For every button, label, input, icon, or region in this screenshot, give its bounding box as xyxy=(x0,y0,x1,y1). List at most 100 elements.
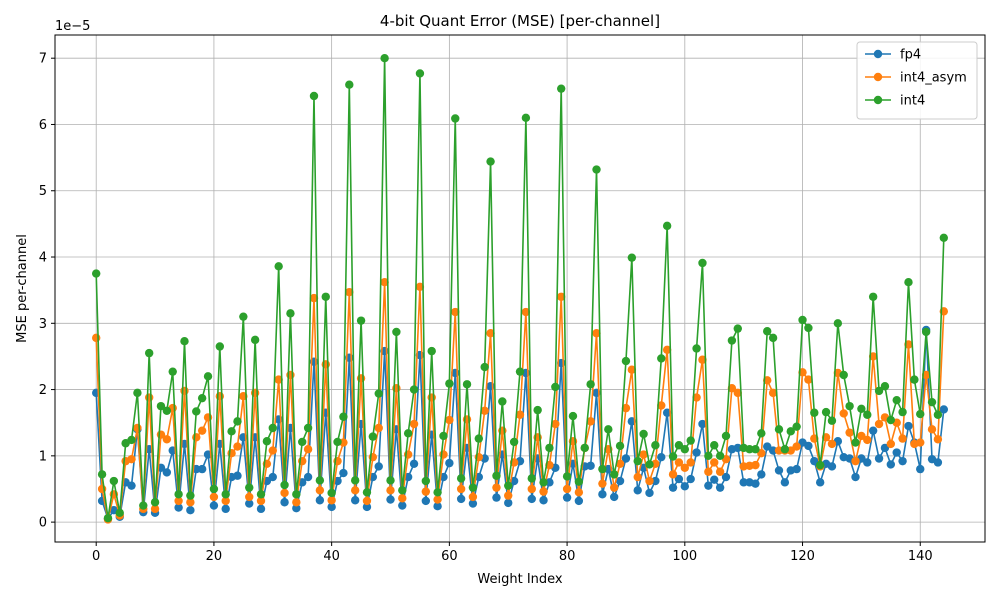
data-point-int4 xyxy=(127,435,136,445)
data-point-int4 xyxy=(927,397,937,407)
x-axis-title: Weight Index xyxy=(477,572,563,587)
data-point-int4 xyxy=(868,292,878,301)
data-point-fp4 xyxy=(721,472,731,482)
data-point-int4 xyxy=(256,490,266,499)
data-point-int4 xyxy=(286,309,295,318)
data-point-int4 xyxy=(910,375,919,384)
data-point-int4 xyxy=(604,425,613,434)
data-point-int4_asym xyxy=(674,458,684,467)
data-point-fp4 xyxy=(704,481,713,490)
data-point-int4 xyxy=(92,269,101,278)
data-point-int4 xyxy=(368,432,378,441)
data-point-int4_asym xyxy=(539,487,548,496)
legend-marker-fp4 xyxy=(873,49,883,59)
data-point-int4 xyxy=(468,483,478,492)
data-point-int4_asym xyxy=(456,484,466,494)
data-point-int4_asym xyxy=(562,484,572,494)
data-point-fp4 xyxy=(810,456,819,466)
data-point-int4_asym xyxy=(662,345,672,354)
data-point-fp4 xyxy=(509,476,519,486)
legend-label-int4: int4 xyxy=(900,94,925,109)
data-point-int4 xyxy=(498,397,507,406)
data-point-int4 xyxy=(657,354,666,363)
data-point-int4 xyxy=(162,406,172,415)
data-point-int4_asym xyxy=(309,293,319,303)
data-point-fp4 xyxy=(386,495,395,504)
data-point-int4 xyxy=(863,410,872,419)
data-point-fp4 xyxy=(574,496,584,506)
data-point-fp4 xyxy=(421,496,431,506)
data-point-fp4 xyxy=(280,498,289,507)
data-point-int4_asym xyxy=(480,406,489,415)
data-point-int4_asym xyxy=(898,434,907,443)
data-point-fp4 xyxy=(256,504,266,514)
data-point-int4_asym xyxy=(733,388,742,398)
legend: fp4 int4_asym int4 xyxy=(856,41,978,120)
data-point-int4 xyxy=(262,437,272,446)
data-point-int4 xyxy=(392,327,401,337)
data-point-fp4 xyxy=(350,496,360,505)
data-point-int4 xyxy=(833,319,843,328)
data-point-int4 xyxy=(462,380,472,389)
data-point-int4 xyxy=(609,470,619,479)
data-point-int4_asym xyxy=(704,467,713,476)
data-point-int4_asym xyxy=(374,423,383,433)
data-point-int4_asym xyxy=(686,458,695,467)
data-point-int4 xyxy=(662,221,672,231)
data-point-fp4 xyxy=(209,501,219,510)
data-point-int4_asym xyxy=(268,446,277,455)
data-point-int4 xyxy=(574,477,584,486)
data-point-fp4 xyxy=(362,502,372,512)
data-point-fp4 xyxy=(127,481,136,490)
data-point-int4_asym xyxy=(668,470,678,479)
data-point-int4 xyxy=(221,490,230,499)
data-point-int4_asym xyxy=(280,488,289,498)
data-point-int4_asym xyxy=(256,496,266,506)
data-point-fp4 xyxy=(792,464,801,474)
data-point-int4 xyxy=(209,484,219,494)
data-point-int4 xyxy=(403,429,413,438)
data-point-fp4 xyxy=(939,405,948,414)
data-point-fp4 xyxy=(774,466,784,475)
data-point-int4_asym xyxy=(92,333,101,343)
data-point-int4 xyxy=(874,386,884,396)
data-point-int4 xyxy=(451,114,460,123)
data-point-fp4 xyxy=(868,426,878,435)
data-point-int4 xyxy=(845,401,854,411)
data-point-int4 xyxy=(639,429,648,439)
data-point-int4 xyxy=(298,437,307,447)
data-point-int4 xyxy=(315,476,325,485)
data-point-int4_asym xyxy=(751,460,760,470)
data-point-fp4 xyxy=(651,476,660,486)
data-point-int4_asym xyxy=(451,307,460,317)
data-point-int4_asym xyxy=(345,287,354,297)
data-point-fp4 xyxy=(892,448,901,457)
data-point-int4_asym xyxy=(586,417,595,426)
data-point-int4 xyxy=(651,441,660,450)
data-point-int4 xyxy=(492,471,501,480)
data-point-int4 xyxy=(763,327,772,336)
data-point-fp4 xyxy=(186,505,195,515)
data-point-int4_asym xyxy=(527,484,536,494)
data-point-int4 xyxy=(545,443,554,453)
data-point-int4_asym xyxy=(574,488,584,497)
data-point-fp4 xyxy=(562,493,572,502)
y-tick-label: 4 xyxy=(39,251,47,266)
data-point-fp4 xyxy=(874,454,884,463)
data-point-fp4 xyxy=(398,501,407,510)
data-point-int4_asym xyxy=(916,438,925,447)
data-point-fp4 xyxy=(692,448,701,457)
y-tick-label: 2 xyxy=(39,383,47,398)
data-point-int4_asym xyxy=(433,495,442,504)
data-point-int4 xyxy=(427,346,436,356)
data-point-fp4 xyxy=(645,488,654,498)
data-point-int4 xyxy=(233,417,242,426)
data-point-int4_asym xyxy=(274,375,283,384)
data-point-int4 xyxy=(827,416,837,425)
data-point-fp4 xyxy=(851,472,860,482)
data-point-int4_asym xyxy=(657,401,666,410)
data-point-int4 xyxy=(633,456,642,466)
legend-marker-int4 xyxy=(873,95,883,105)
data-point-fp4 xyxy=(545,478,554,487)
data-point-int4 xyxy=(415,69,425,78)
